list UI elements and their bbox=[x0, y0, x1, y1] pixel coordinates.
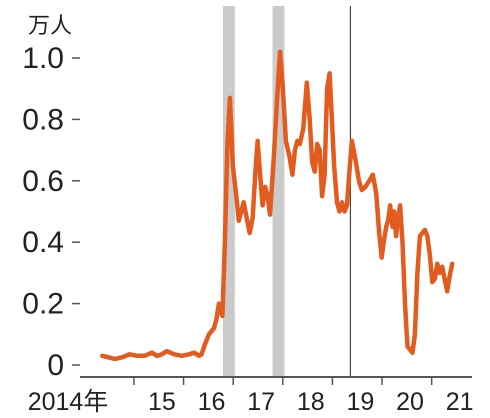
y-tick-label: 1.0 bbox=[22, 42, 64, 75]
x-axis: 2014年 15 16 17 18 19 20 21 bbox=[28, 377, 474, 416]
shaded-periods bbox=[222, 6, 285, 377]
x-tick-label: 20 bbox=[396, 388, 424, 416]
shaded-period-2 bbox=[272, 6, 285, 377]
y-tick-label: 0.2 bbox=[22, 288, 64, 321]
y-axis-unit-label: 万人 bbox=[28, 13, 72, 38]
x-tick-label: 18 bbox=[297, 388, 325, 416]
series-line-1 bbox=[100, 49, 455, 362]
x-tick-label: 19 bbox=[347, 388, 375, 416]
x-tick-label: 2014年 bbox=[28, 388, 109, 416]
y-tick-label: 0 bbox=[47, 349, 64, 382]
y-tick-label: 0.8 bbox=[22, 103, 64, 136]
x-tick-label: 21 bbox=[446, 388, 474, 416]
x-tick-label: 17 bbox=[247, 388, 275, 416]
y-axis: 0 0.2 0.4 0.6 0.8 1.0 bbox=[22, 42, 80, 382]
y-tick-label: 0.6 bbox=[22, 165, 64, 198]
series-layer bbox=[100, 49, 455, 362]
x-tick-label: 15 bbox=[148, 388, 176, 416]
shaded-period-1 bbox=[222, 6, 235, 377]
x-tick-label: 16 bbox=[198, 388, 226, 416]
y-tick-label: 0.4 bbox=[22, 226, 64, 259]
